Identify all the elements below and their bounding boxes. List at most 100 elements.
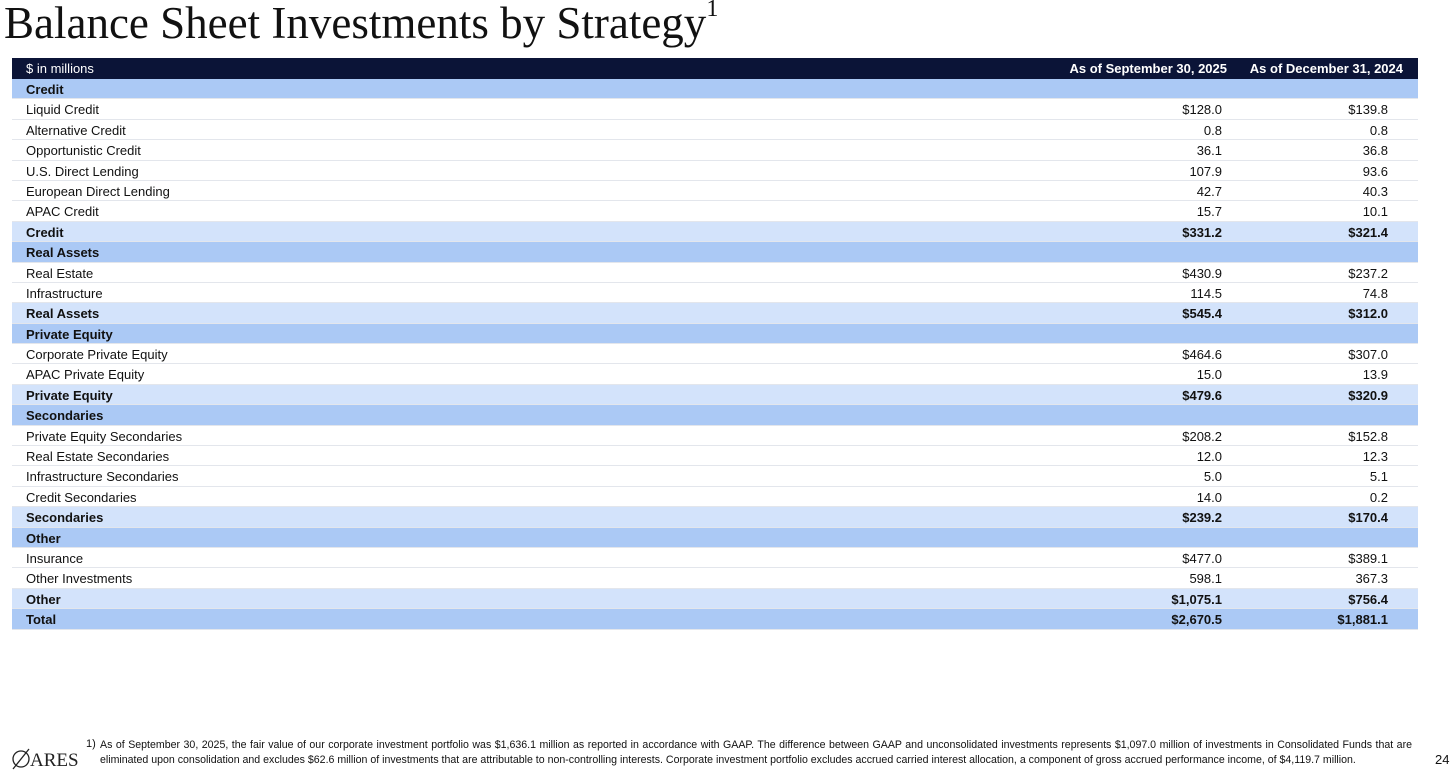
cell: Private Equity Secondaries bbox=[26, 428, 183, 444]
cell: $170.4 bbox=[1348, 510, 1388, 526]
cell: 10.1 bbox=[1362, 204, 1388, 220]
cell: 36.8 bbox=[1362, 143, 1388, 159]
cell: Real Assets bbox=[26, 245, 100, 261]
cell: 367.3 bbox=[1355, 571, 1388, 587]
cell: As of September 30, 2025 bbox=[1069, 61, 1227, 76]
cell: Credit bbox=[26, 224, 64, 240]
cell: Opportunistic Credit bbox=[26, 143, 141, 159]
cell: European Direct Lending bbox=[26, 183, 170, 199]
page-title: Balance Sheet Investments by Strategy1 bbox=[4, 0, 718, 49]
cell: Real Estate Secondaries bbox=[26, 449, 170, 465]
cell: 40.3 bbox=[1362, 183, 1388, 199]
cell: 0.2 bbox=[1369, 489, 1388, 505]
cell: 5.1 bbox=[1369, 469, 1388, 485]
cell: Other Investments bbox=[26, 571, 133, 587]
subtotal-row: Real Assets $545.4 $312.0 bbox=[12, 303, 1418, 324]
cell: $128.0 bbox=[1182, 102, 1222, 118]
cell: $312.0 bbox=[1348, 306, 1388, 322]
cell: APAC Private Equity bbox=[26, 367, 145, 383]
cell: 107.9 bbox=[1189, 163, 1222, 179]
item-row: Credit Secondaries 14.0 0.2 bbox=[12, 487, 1418, 508]
item-row: Infrastructure 114.5 74.8 bbox=[12, 283, 1418, 304]
cell: 15.7 bbox=[1196, 204, 1222, 220]
cell: $545.4 bbox=[1182, 306, 1222, 322]
cell: $139.8 bbox=[1348, 102, 1388, 118]
cell: 598.1 bbox=[1189, 571, 1222, 587]
cell: Total bbox=[26, 612, 57, 628]
cell: Real Assets bbox=[26, 306, 100, 322]
cell: U.S. Direct Lending bbox=[26, 163, 139, 179]
cell: 5.0 bbox=[1203, 469, 1222, 485]
item-row: Corporate Private Equity $464.6 $307.0 bbox=[12, 344, 1418, 365]
cell: 114.5 bbox=[1190, 285, 1222, 301]
cell: APAC Credit bbox=[26, 204, 99, 220]
subtotal-row: Credit $331.2 $321.4 bbox=[12, 221, 1418, 243]
cell: Alternative Credit bbox=[26, 122, 126, 138]
cell: 12.0 bbox=[1196, 449, 1222, 465]
cell: $321.4 bbox=[1348, 224, 1388, 240]
cell: $152.8 bbox=[1348, 428, 1388, 444]
item-row: Real Estate Secondaries 12.0 12.3 bbox=[12, 446, 1418, 467]
logo: ARES bbox=[12, 748, 79, 771]
logo-text: ARES bbox=[30, 750, 79, 771]
cell: $239.2 bbox=[1182, 510, 1222, 526]
table: $ in millions As of September 30, 2025 As … bbox=[12, 58, 1418, 630]
cell: $479.6 bbox=[1182, 387, 1222, 403]
cell: 93.6 bbox=[1362, 163, 1388, 179]
cell: Corporate Private Equity bbox=[26, 347, 168, 363]
cell: Credit Secondaries bbox=[26, 489, 137, 505]
cell: $464.6 bbox=[1182, 347, 1222, 363]
cell: $320.9 bbox=[1348, 387, 1388, 403]
cell: $756.4 bbox=[1348, 591, 1388, 607]
cell: $237.2 bbox=[1348, 265, 1388, 281]
cell: $389.1 bbox=[1348, 550, 1388, 566]
header-row: $ in millions As of September 30, 2025 As … bbox=[12, 58, 1418, 79]
cell: Credit bbox=[26, 82, 64, 97]
cell: $430.9 bbox=[1182, 265, 1222, 281]
item-row: U.S. Direct Lending 107.9 93.6 bbox=[12, 161, 1418, 181]
item-row: Liquid Credit $128.0 $139.8 bbox=[12, 99, 1418, 120]
section-row: Private Equity bbox=[12, 323, 1418, 345]
cell: Insurance bbox=[26, 550, 84, 566]
cell: Private Equity bbox=[26, 387, 113, 403]
footnote: As of September 30, 2025, the fair value… bbox=[100, 739, 1412, 766]
cell: As of December 31, 2024 bbox=[1249, 61, 1403, 76]
cell: Private Equity bbox=[26, 326, 113, 342]
item-row: Private Equity Secondaries $208.2 $152.8 bbox=[12, 426, 1418, 447]
cell: $2,670.5 bbox=[1171, 612, 1222, 628]
cell: Secondaries bbox=[26, 408, 104, 424]
cell: Infrastructure Secondaries bbox=[26, 469, 179, 485]
item-row: Real Estate $430.9 $237.2 bbox=[12, 263, 1418, 283]
item-row: Opportunistic Credit 36.1 36.8 bbox=[12, 140, 1418, 161]
page-number: 24 bbox=[1435, 752, 1450, 767]
cell: $477.0 bbox=[1182, 550, 1222, 566]
cell: 36.1 bbox=[1196, 143, 1222, 159]
cell: 42.7 bbox=[1196, 183, 1222, 199]
subtotal-row: Other $1,075.1 $756.4 bbox=[12, 588, 1418, 610]
cell: 12.3 bbox=[1362, 449, 1388, 465]
item-row: European Direct Lending 42.7 40.3 bbox=[12, 181, 1418, 202]
item-row: APAC Credit 15.7 10.1 bbox=[12, 201, 1418, 222]
title-text: Balance Sheet Investments by Strategy bbox=[4, 0, 707, 48]
subtotal-row: Secondaries $239.2 $170.4 bbox=[12, 507, 1418, 528]
title-note: 1 bbox=[706, 0, 719, 22]
section-row: Other bbox=[12, 527, 1418, 548]
cell: Infrastructure bbox=[26, 285, 103, 301]
cell: 0.8 bbox=[1369, 122, 1388, 138]
cell: $1,881.1 bbox=[1337, 612, 1388, 628]
cell: 13.9 bbox=[1362, 367, 1388, 383]
cell: Liquid Credit bbox=[26, 102, 99, 118]
cell: $307.0 bbox=[1348, 347, 1388, 363]
subtotal-row: Private Equity $479.6 $320.9 bbox=[12, 384, 1418, 406]
cell: Other bbox=[26, 591, 61, 607]
section-row: Real Assets bbox=[12, 242, 1418, 263]
logo-slash bbox=[12, 748, 30, 770]
cell: 14.0 bbox=[1196, 489, 1222, 505]
cell: $ in millions bbox=[26, 61, 94, 76]
cell: $331.2 bbox=[1182, 224, 1222, 240]
cell: 74.8 bbox=[1362, 285, 1388, 301]
section-row: Credit bbox=[12, 79, 1418, 100]
cell: Other bbox=[26, 530, 61, 546]
item-row: APAC Private Equity 15.0 13.9 bbox=[12, 364, 1418, 385]
